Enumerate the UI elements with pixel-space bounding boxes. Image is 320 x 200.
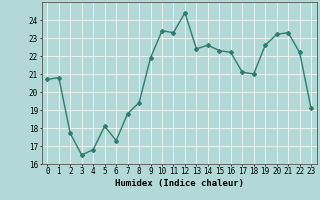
X-axis label: Humidex (Indice chaleur): Humidex (Indice chaleur) <box>115 179 244 188</box>
